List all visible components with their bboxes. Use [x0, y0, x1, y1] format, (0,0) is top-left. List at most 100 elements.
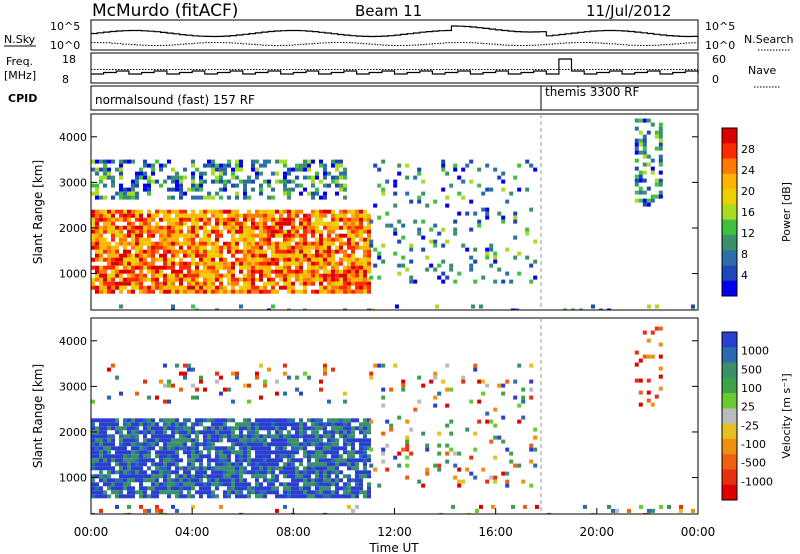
velocity-cell	[187, 494, 191, 499]
power-cell	[199, 281, 203, 286]
power-cell	[421, 235, 426, 240]
velocity-cell	[347, 494, 351, 499]
power-cell	[207, 191, 211, 196]
power-cell	[159, 229, 163, 234]
velocity-cell	[307, 494, 311, 499]
power-cell	[219, 245, 223, 250]
power-cell	[271, 241, 275, 246]
power-cell	[171, 195, 175, 200]
velocity-cell	[311, 430, 315, 435]
power-cell	[311, 277, 315, 282]
velocity-cell	[127, 504, 131, 509]
velocity-cell	[331, 450, 335, 455]
power-cell	[119, 304, 123, 309]
power-cell	[163, 289, 167, 294]
velocity-cell	[271, 482, 275, 487]
power-cell	[634, 146, 639, 151]
power-cell	[634, 198, 639, 203]
velocity-cell	[513, 463, 518, 468]
power-cell	[231, 285, 235, 290]
velocity-cell	[295, 470, 299, 475]
velocity-cell	[187, 363, 191, 368]
velocity-cell	[187, 426, 191, 431]
power-cell	[111, 289, 115, 294]
velocity-cell	[127, 494, 131, 499]
power-ytick-label: 3000	[59, 176, 87, 189]
power-cell	[95, 171, 99, 176]
freq-trace	[91, 58, 699, 75]
velocity-cell	[259, 395, 263, 400]
power-cell	[219, 277, 223, 282]
power-cell	[231, 253, 235, 258]
power-cell	[119, 209, 123, 214]
velocity-cell	[107, 482, 111, 487]
power-cell	[239, 257, 243, 262]
power-cell	[335, 191, 339, 196]
power-cell	[279, 249, 283, 254]
power-cell	[103, 245, 107, 250]
power-cell	[307, 213, 311, 218]
power-cell	[227, 265, 231, 270]
power-cell	[355, 285, 359, 290]
power-cell	[303, 277, 307, 282]
velocity-cell	[211, 446, 215, 451]
velocity-cell	[319, 379, 323, 384]
power-cell	[331, 159, 335, 164]
velocity-cell	[263, 450, 267, 455]
velocity-cell	[207, 494, 211, 499]
power-cell	[343, 249, 347, 254]
velocity-cell	[481, 379, 486, 384]
velocity-cell	[199, 418, 203, 423]
power-cell	[347, 237, 351, 242]
velocity-cell	[267, 430, 271, 435]
velocity-cell	[107, 442, 111, 447]
power-cell	[231, 221, 235, 226]
power-cell	[481, 207, 486, 212]
velocity-cell	[247, 442, 251, 447]
velocity-cell	[307, 462, 311, 467]
velocity-cell	[99, 470, 103, 475]
velocity-cell	[207, 418, 211, 423]
velocity-cell	[291, 490, 295, 495]
power-cell	[287, 249, 291, 254]
power-cell	[634, 126, 639, 131]
velocity-cell	[155, 478, 159, 483]
velocity-cell	[91, 482, 95, 487]
velocity-cell	[381, 387, 386, 392]
velocity-cell	[195, 387, 199, 392]
velocity-cell	[275, 426, 279, 431]
velocity-cell	[111, 434, 115, 439]
velocity-cell	[147, 426, 151, 431]
velocity-cell	[679, 504, 683, 509]
power-cell	[139, 217, 143, 222]
velocity-cell	[367, 442, 371, 447]
power-cell	[155, 245, 159, 250]
velocity-cell	[171, 454, 175, 459]
power-cell	[159, 241, 163, 246]
power-cell	[347, 209, 351, 214]
velocity-cell	[650, 330, 655, 335]
power-cell	[319, 217, 323, 222]
power-cell	[163, 179, 167, 184]
power-cell	[533, 239, 538, 244]
power-cell	[147, 209, 151, 214]
power-cell	[243, 221, 247, 226]
velocity-cell	[95, 434, 99, 439]
velocity-cell	[139, 504, 143, 509]
power-cell	[203, 289, 207, 294]
power-cell	[295, 225, 299, 230]
velocity-cell	[247, 470, 251, 475]
velocity-cell	[247, 462, 251, 467]
power-cell	[397, 219, 402, 224]
velocity-cell	[319, 490, 323, 495]
power-cell	[634, 118, 639, 123]
velocity-cell	[223, 430, 227, 435]
velocity-cell	[331, 422, 335, 427]
velocity-cell	[331, 466, 335, 471]
power-cell	[159, 289, 163, 294]
power-cell	[529, 163, 534, 168]
velocity-cell	[199, 482, 203, 487]
velocity-cell	[183, 474, 187, 479]
velocity-cell	[183, 371, 187, 376]
velocity-cell	[123, 512, 127, 514]
